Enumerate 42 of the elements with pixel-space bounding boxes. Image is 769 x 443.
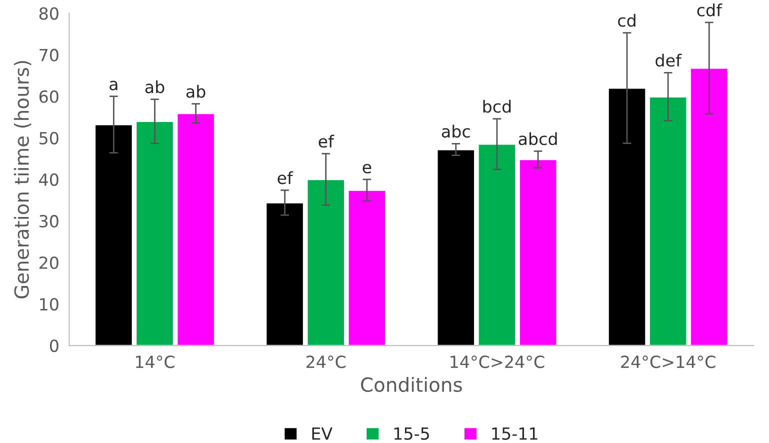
legend-label: EV [312,428,332,440]
annotation: a [110,80,118,90]
annotation: bcd [483,100,511,113]
y-tick-label: 0 [50,340,58,352]
x-tick-label: 24°C [306,356,346,368]
y-tick-label: 40 [39,173,58,186]
annotation: abcd [518,132,557,146]
x-axis-title: Conditions [361,376,462,392]
y-tick-label: 20 [40,256,58,270]
legend-label: 15-5 [394,428,429,440]
bar [518,158,558,346]
annotation: e [362,164,372,174]
annotation: ef [278,171,294,184]
bar [607,87,647,346]
bar [648,96,688,346]
annotation: ab [145,80,164,94]
annotation: abc [442,124,470,138]
legend-label: 15-11 [492,428,538,440]
y-tick-label: 70 [40,48,58,62]
bar [94,124,134,346]
y-tick-label: 10 [40,298,58,311]
x-tick-label: 14°C [136,356,174,368]
bar [135,120,174,346]
x-tick-label: 14°C>24°C [450,356,544,368]
annotation: ab [186,84,206,98]
x-tick-label: 24°C>14°C [621,356,716,368]
annotation: ef [318,134,334,148]
bar [436,148,476,346]
y-tick-label: 80 [39,7,58,20]
y-tick-label: 30 [40,214,58,228]
bar [347,190,386,346]
annotation: cdf [697,4,722,16]
y-tick-label: 50 [40,132,58,144]
bar [477,143,516,346]
bar [176,112,216,346]
y-axis-title: Generation tiime (hours) [14,61,32,298]
annotation: cd [618,14,636,27]
bar [690,67,729,346]
bar [265,202,304,346]
y-tick-label: 60 [39,90,58,103]
annotation: def [656,54,682,67]
bar [306,178,346,346]
